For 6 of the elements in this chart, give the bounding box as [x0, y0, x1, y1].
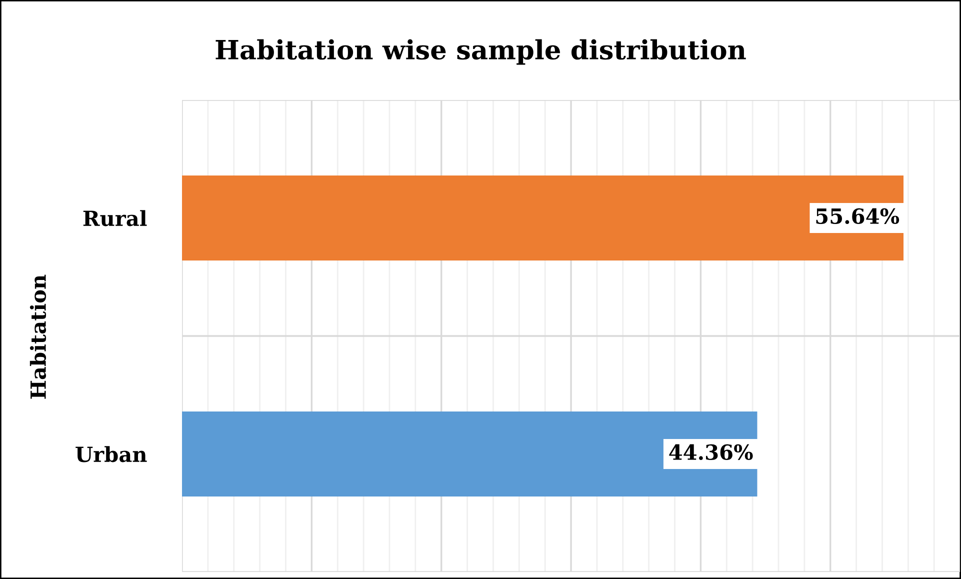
data-label: 44.36%	[669, 444, 753, 460]
chart-title: Habitation wise sample distribution	[216, 39, 746, 65]
y-tick-label: Rural	[83, 210, 147, 226]
y-tick-label: Urban	[76, 446, 147, 462]
y-axis-title: Habitation	[30, 274, 46, 399]
data-label: 55.64%	[816, 208, 900, 224]
